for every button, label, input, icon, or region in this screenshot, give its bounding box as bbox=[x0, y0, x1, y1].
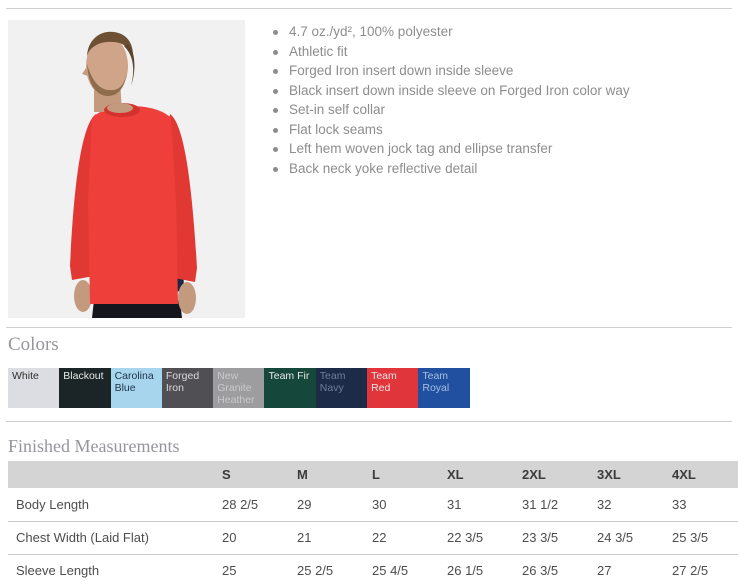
color-swatch[interactable]: Team Navy bbox=[315, 368, 368, 408]
measurement-cell: 27 bbox=[597, 563, 612, 579]
feature-item: Forged Iron insert down inside sleeve bbox=[269, 61, 630, 81]
table-header-row: S M L XL 2XL 3XL 4XL bbox=[8, 461, 738, 488]
bullet-icon bbox=[273, 127, 278, 133]
feature-item: Flat lock seams bbox=[269, 120, 630, 140]
measurement-cell: 23 3/5 bbox=[522, 530, 559, 545]
measurement-cell: 22 3/5 bbox=[447, 530, 484, 545]
measurement-cell: 33 bbox=[672, 496, 687, 512]
divider-above-colors bbox=[6, 327, 732, 328]
colors-heading: Colors bbox=[8, 334, 59, 355]
table-body: Body Length 28 2/5 29 30 31 31 1/2 32 33 Chest W… bbox=[8, 488, 738, 582]
color-swatch-row: White Blackout Carolina Blue Forged Iron New… bbox=[8, 368, 738, 408]
measurement-cell: 30 bbox=[372, 496, 387, 512]
swatch-label: Carolina Blue bbox=[114, 370, 154, 394]
color-swatch[interactable]: Team Red bbox=[367, 368, 419, 408]
swatch-label: Forged Iron bbox=[165, 370, 200, 394]
feature-text: Left hem woven jock tag and ellipse tran… bbox=[289, 141, 553, 156]
color-swatch[interactable]: Carolina Blue bbox=[110, 368, 162, 408]
row-label: Body Length bbox=[16, 496, 90, 512]
color-swatch[interactable]: Forged Iron bbox=[161, 368, 214, 408]
measurement-cell: 31 bbox=[447, 496, 462, 512]
measurement-cell: 25 2/5 bbox=[297, 563, 334, 579]
measurement-cell: 25 bbox=[222, 563, 237, 579]
row-label: Chest Width (Laid Flat) bbox=[16, 530, 149, 545]
feature-item: Athletic fit bbox=[269, 42, 630, 62]
feature-item: Set-in self collar bbox=[269, 100, 630, 120]
bullet-icon bbox=[273, 49, 278, 55]
feature-item: Black insert down inside sleeve on Forge… bbox=[269, 81, 630, 101]
divider-above-measurements bbox=[6, 421, 732, 422]
measurement-cell: 27 2/5 bbox=[672, 563, 709, 579]
color-swatch[interactable]: Team Fir bbox=[264, 368, 316, 408]
product-photo bbox=[8, 20, 245, 318]
table-row: Chest Width (Laid Flat) 20 21 22 22 3/5 23 3/… bbox=[8, 521, 738, 554]
color-swatch[interactable]: Blackout bbox=[59, 368, 111, 408]
measurement-cell: 20 bbox=[222, 530, 237, 545]
feature-text: Forged Iron insert down inside sleeve bbox=[289, 63, 514, 78]
swatch-label: Team Navy bbox=[319, 370, 346, 394]
bullet-icon bbox=[273, 108, 278, 113]
swatch-label: Team Red bbox=[371, 370, 397, 394]
row-label: Sleeve Length bbox=[16, 563, 100, 579]
measurement-cell: 25 3/5 bbox=[672, 530, 709, 545]
color-swatch[interactable]: White bbox=[8, 368, 60, 408]
feature-text: Flat lock seams bbox=[289, 121, 383, 137]
measurement-cell: 32 bbox=[597, 496, 612, 512]
size-column-header: 4XL bbox=[672, 461, 738, 488]
feature-text: Set-in self collar bbox=[289, 102, 386, 117]
measurement-cell: 21 bbox=[297, 530, 312, 545]
bullet-icon bbox=[273, 166, 278, 172]
top-divider bbox=[6, 8, 732, 9]
model-photo-illustration bbox=[8, 20, 245, 318]
bullet-icon bbox=[273, 88, 278, 94]
measurement-cell: 22 bbox=[372, 530, 387, 545]
measurement-cell: 24 3/5 bbox=[597, 530, 634, 545]
measurement-cell: 25 4/5 bbox=[372, 563, 409, 579]
feature-item: Back neck yoke reflective detail bbox=[269, 159, 630, 179]
feature-item: 4.7 oz./yd², 100% polyester bbox=[269, 22, 630, 42]
product-overview: 4.7 oz./yd², 100% polyester Athletic fit F… bbox=[0, 20, 738, 318]
measurement-cell: 26 3/5 bbox=[522, 563, 559, 579]
color-swatch[interactable]: Team Royal bbox=[418, 368, 470, 408]
feature-text: Athletic fit bbox=[289, 43, 348, 59]
size-column-header: S bbox=[222, 461, 297, 488]
blank-header-cell bbox=[8, 461, 222, 488]
feature-item: Left hem woven jock tag and ellipse tran… bbox=[269, 139, 630, 159]
swatch-label: New Granite Heather bbox=[217, 370, 255, 406]
swatch-label: Team Fir bbox=[268, 370, 310, 382]
size-column-header: 2XL bbox=[522, 461, 597, 488]
bullet-icon bbox=[273, 69, 278, 74]
measurements-heading: Finished Measurements bbox=[8, 436, 180, 456]
feature-text: Back neck yoke reflective detail bbox=[289, 160, 478, 176]
swatch-label: Team Royal bbox=[422, 370, 450, 394]
bullet-icon bbox=[273, 30, 278, 35]
table-row: Body Length 28 2/5 29 30 31 31 1/2 32 33 bbox=[8, 488, 738, 521]
measurements-table: S M L XL 2XL 3XL 4XL Body Length 28 2/5 29 30 31 31… bbox=[8, 461, 738, 582]
swatch-label: White bbox=[12, 370, 39, 382]
swatch-label: Blackout bbox=[63, 370, 104, 382]
feature-list: 4.7 oz./yd², 100% polyester Athletic fit F… bbox=[269, 20, 630, 318]
measurement-cell: 31 1/2 bbox=[522, 496, 559, 512]
feature-text: Black insert down inside sleeve on Forge… bbox=[289, 82, 630, 98]
bullet-icon bbox=[273, 147, 278, 152]
measurement-cell: 29 bbox=[297, 496, 312, 512]
color-swatch[interactable]: New Granite Heather bbox=[213, 368, 265, 408]
feature-text: 4.7 oz./yd², 100% polyester bbox=[289, 24, 453, 39]
table-row: Sleeve Length 25 25 2/5 25 4/5 26 1/5 26 3/5 2… bbox=[8, 554, 738, 582]
size-column-header: L bbox=[372, 461, 447, 488]
size-column-header: XL bbox=[447, 461, 522, 488]
size-column-header: M bbox=[297, 461, 372, 488]
measurement-cell: 26 1/5 bbox=[447, 563, 484, 579]
measurement-cell: 28 2/5 bbox=[222, 496, 259, 512]
size-column-header: 3XL bbox=[597, 461, 672, 488]
